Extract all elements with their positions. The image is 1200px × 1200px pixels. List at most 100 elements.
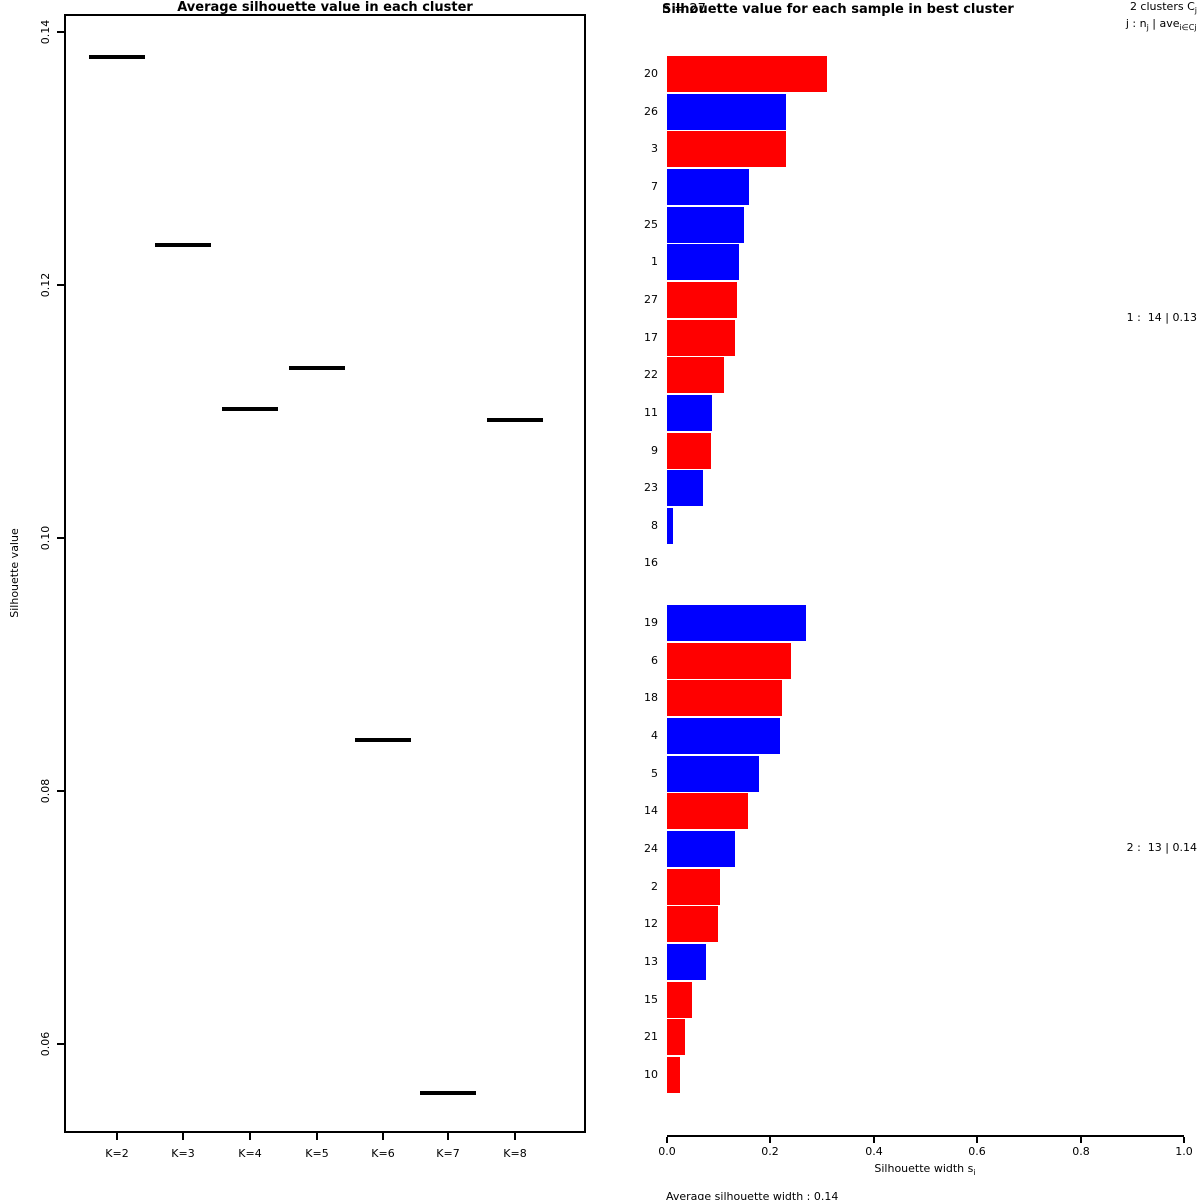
silhouette-bar [667,169,749,205]
x-tick-label: K=5 [305,1147,329,1160]
bar-label: 1 [651,255,658,268]
clusters-subheader: j : nj | avei∈Cj si [1126,18,1200,34]
x-axis-tick [873,1137,875,1143]
x-tick-label: 0.0 [658,1145,676,1158]
right-x-axis-label: Silhouette width si [874,1163,975,1179]
y-tick-label: 0.12 [39,272,52,298]
silhouette-bar [667,831,735,867]
sample-count-label: n = 27 [662,2,706,17]
bar-label: 25 [644,218,658,231]
subscript: j [1194,6,1197,16]
text-run: 2 clusters C [1129,0,1195,13]
silhouette-bar [667,207,744,243]
silhouette-bar [667,1057,680,1093]
bar-label: 5 [651,767,658,780]
x-tick-label: K=4 [238,1147,262,1160]
silhouette-bar [667,94,786,130]
silhouette-bar [667,869,720,905]
x-axis-tick [447,1133,449,1140]
silhouette-bar [667,282,737,318]
y-axis-tick [57,1043,64,1045]
text-run: j : n [1125,17,1147,30]
y-axis-tick [57,537,64,539]
silhouette-bar [667,1019,685,1055]
bar-label: 18 [644,691,658,704]
silhouette-bar [667,508,673,544]
x-tick-label: 0.2 [761,1145,779,1158]
bar-label: 19 [644,616,658,629]
silhouette-bar [667,470,703,506]
subscript: j [1146,23,1149,33]
cluster-2-annotation: 2 : 13 | 0.14 [1126,841,1197,854]
bar-label: 15 [644,993,658,1006]
x-axis-tick [182,1133,184,1140]
y-tick-label: 0.08 [39,778,52,804]
bar-label: 21 [644,1030,658,1043]
bar-label: 27 [644,293,658,306]
x-axis-tick [249,1133,251,1140]
average-width-footer: Average silhouette width : 0.14 [666,1190,839,1200]
left-plot-area [64,14,586,1133]
silhouette-bar [667,643,791,679]
silhouette-bar [667,944,706,980]
x-axis-tick [1183,1137,1185,1143]
x-tick-label: K=7 [436,1147,460,1160]
silhouette-bar [667,131,786,167]
bar-label: 7 [651,180,658,193]
x-axis-tick [769,1137,771,1143]
bar-label: 26 [644,105,658,118]
x-tick-label: K=6 [371,1147,395,1160]
bar-label: 8 [651,519,658,532]
text-run: | ave [1148,17,1180,30]
avg-silhouette-segment [487,418,543,422]
x-tick-label: K=2 [105,1147,129,1160]
text-run: Silhouette width s [874,1162,974,1175]
silhouette-bar [667,982,692,1018]
x-axis-tick [514,1133,516,1140]
silhouette-bar [667,680,782,716]
bar-label: 12 [644,917,658,930]
y-axis-tick [57,31,64,33]
bar-label: 2 [651,880,658,893]
bar-label: 10 [644,1068,658,1081]
x-axis-line [667,1135,1184,1137]
y-axis-tick [57,284,64,286]
left-y-axis-label: Silhouette value [8,528,21,618]
right-chart-title: Silhouette value for each sample in best… [662,2,1014,17]
x-tick-label: 1.0 [1175,1145,1193,1158]
bar-label: 24 [644,842,658,855]
bar-label: 17 [644,331,658,344]
silhouette-bar [667,320,735,356]
clusters-header: 2 clusters Cj [1130,1,1197,17]
x-tick-label: 0.6 [968,1145,986,1158]
bar-label: 9 [651,444,658,457]
avg-silhouette-segment [222,407,278,411]
bar-label: 4 [651,729,658,742]
y-axis-tick [57,790,64,792]
silhouette-bar [667,433,711,469]
silhouette-bar [667,718,780,754]
bar-label: 22 [644,368,658,381]
avg-silhouette-segment [155,243,211,247]
x-tick-label: 0.4 [865,1145,883,1158]
x-axis-tick [1080,1137,1082,1143]
bar-label: 14 [644,804,658,817]
y-tick-label: 0.10 [39,525,52,551]
y-tick-label: 0.06 [39,1031,52,1057]
avg-silhouette-segment [89,55,145,59]
x-axis-tick [976,1137,978,1143]
y-tick-label: 0.14 [39,19,52,45]
x-axis-tick [316,1133,318,1140]
avg-silhouette-segment [289,366,345,370]
x-tick-label: 0.8 [1072,1145,1090,1158]
bar-label: 11 [644,406,658,419]
silhouette-bar [667,56,827,92]
text-run: s [1197,17,1200,30]
bar-label: 23 [644,481,658,494]
bar-label: 16 [644,556,658,569]
avg-silhouette-segment [420,1091,476,1095]
silhouette-bar [667,793,748,829]
bar-label: 3 [651,142,658,155]
subscript: i∈Cj [1179,23,1197,33]
